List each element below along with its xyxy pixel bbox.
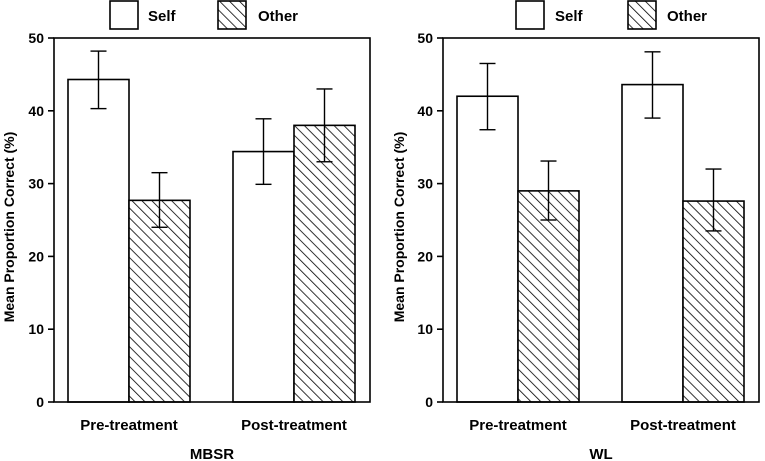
plot-frame bbox=[53, 37, 371, 403]
y-tick-label: 0 bbox=[36, 394, 44, 410]
y-tick-label: 10 bbox=[417, 321, 433, 337]
y-tick-label: 50 bbox=[417, 30, 433, 46]
legend-swatch-self bbox=[515, 0, 545, 30]
legend-swatch-other bbox=[217, 0, 247, 30]
plot-frame bbox=[442, 37, 760, 403]
bar-self-pre-treatment bbox=[67, 78, 130, 403]
y-axis-ticks: 0 10 20 30 40 50 bbox=[28, 30, 54, 410]
y-axis-title: Mean Proportion Correct (%) bbox=[391, 132, 407, 323]
bars bbox=[67, 50, 356, 403]
legend: Self Other bbox=[109, 0, 298, 30]
y-tick-label: 10 bbox=[28, 321, 44, 337]
legend-label-other: Other bbox=[667, 8, 707, 25]
category-label-pre-treatment: Pre-treatment bbox=[469, 417, 567, 434]
y-tick-label: 20 bbox=[417, 248, 433, 264]
legend-swatch-self bbox=[109, 0, 139, 30]
bar-self-post-treatment bbox=[232, 150, 295, 403]
legend-label-self: Self bbox=[555, 8, 584, 25]
y-tick-label: 20 bbox=[28, 248, 44, 264]
bar-self-post-treatment bbox=[621, 83, 684, 403]
panel-title: WL bbox=[589, 446, 612, 461]
bar-self-pre-treatment bbox=[456, 95, 519, 403]
bar-other-pre-treatment bbox=[517, 190, 580, 403]
y-axis-title: Mean Proportion Correct (%) bbox=[1, 132, 17, 323]
legend-label-other: Other bbox=[258, 8, 298, 25]
category-label-post-treatment: Post-treatment bbox=[630, 417, 736, 434]
y-tick-label: 40 bbox=[417, 103, 433, 119]
chart-panel-mbsr: Self Other Mean Proportion Correct (%) 0… bbox=[1, 0, 371, 461]
category-label-post-treatment: Post-treatment bbox=[241, 417, 347, 434]
chart-panel-wl: Self Other Mean Proportion Correct (%) 0… bbox=[391, 0, 760, 461]
y-tick-label: 30 bbox=[417, 176, 433, 192]
panel-title: MBSR bbox=[190, 446, 234, 461]
bar-other-post-treatment bbox=[682, 200, 745, 403]
y-tick-label: 30 bbox=[28, 176, 44, 192]
bar-other-pre-treatment bbox=[128, 199, 191, 403]
bars bbox=[456, 51, 745, 403]
category-label-pre-treatment: Pre-treatment bbox=[80, 417, 178, 434]
legend-swatch-other bbox=[627, 0, 657, 30]
y-tick-label: 50 bbox=[28, 30, 44, 46]
legend: Self Other bbox=[515, 0, 707, 30]
legend-label-self: Self bbox=[148, 8, 177, 25]
y-tick-label: 0 bbox=[425, 394, 433, 410]
y-axis-ticks: 0 10 20 30 40 50 bbox=[417, 30, 443, 410]
y-tick-label: 40 bbox=[28, 103, 44, 119]
bar-other-post-treatment bbox=[293, 124, 356, 403]
